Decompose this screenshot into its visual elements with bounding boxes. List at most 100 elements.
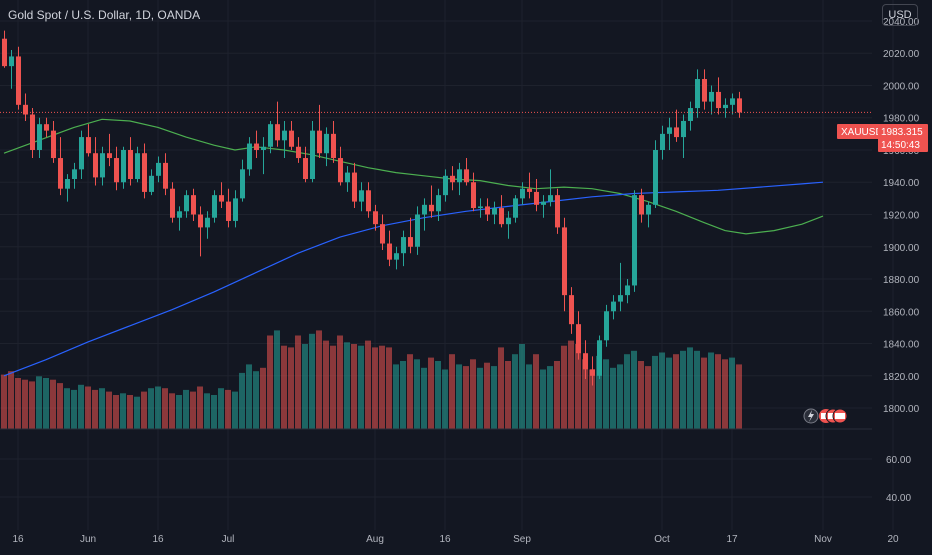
candle-body (583, 353, 588, 370)
candle (100, 146, 105, 186)
candle (2, 30, 7, 68)
candle-body (345, 172, 350, 183)
candle-body (387, 243, 392, 260)
volume-bar (596, 355, 602, 429)
candle (149, 169, 154, 196)
volume-bar (645, 366, 651, 429)
candle-body (198, 214, 203, 228)
volume-bars (1, 330, 742, 429)
candle (702, 69, 707, 110)
volume-bar (701, 357, 707, 429)
volume-bar (449, 354, 455, 429)
volume-bar (141, 391, 147, 429)
time-tick-label: 16 (152, 534, 164, 545)
candle (737, 91, 742, 118)
candle-body (408, 237, 413, 247)
last-price-value: 1983.315 (881, 127, 923, 138)
candle-body (415, 214, 420, 247)
countdown-timer: 14:50:43 (881, 140, 920, 151)
candle (674, 109, 679, 142)
candle (114, 146, 119, 191)
candle (219, 182, 224, 209)
price-tick-label: 2040.00 (883, 17, 920, 28)
volume-bar (526, 364, 532, 429)
candle (527, 172, 532, 199)
candle-body (177, 211, 182, 218)
candle-body (65, 179, 70, 189)
price-tick-label: 1800.00 (883, 404, 920, 415)
candle (107, 133, 112, 167)
candle-body (611, 301, 616, 312)
candle (408, 217, 413, 254)
price-axis[interactable]: 2040.002020.002000.001980.001960.001940.… (883, 17, 920, 415)
volume-bar (435, 361, 441, 429)
volume-bar (204, 393, 210, 429)
candle (177, 206, 182, 231)
price-tick-label: 2020.00 (883, 49, 920, 60)
volume-bar (274, 330, 280, 429)
candle (401, 230, 406, 267)
candle (275, 101, 280, 147)
candle (65, 174, 70, 202)
candle (247, 137, 252, 176)
volume-bar (15, 378, 21, 429)
candle (345, 166, 350, 192)
candle (128, 137, 133, 186)
candle (44, 117, 49, 138)
time-tick-label: Oct (654, 534, 670, 545)
volume-bar (729, 357, 735, 429)
candle-body (555, 195, 560, 228)
currency-button[interactable]: USD (882, 4, 918, 26)
volume-bar (400, 361, 406, 429)
volume-axis[interactable]: 60.00 40.00 (886, 455, 911, 504)
volume-bar (155, 386, 161, 429)
time-axis[interactable]: 16 Jun 16 Jul Aug 16 Sep Oct 17 Nov 20 (12, 534, 899, 545)
candle-body (373, 211, 378, 225)
candle-body (338, 158, 343, 183)
volume-bar (57, 383, 63, 429)
candle-body (653, 149, 658, 205)
candle (282, 120, 287, 159)
candle-body (590, 369, 595, 376)
candle-body (471, 182, 476, 209)
volume-tick-label: 40.00 (886, 493, 911, 504)
candle-body (443, 175, 448, 196)
candle-body (485, 206, 490, 215)
candle (639, 188, 644, 223)
candle (625, 279, 630, 304)
candle (681, 114, 686, 159)
candle-body (506, 217, 511, 225)
volume-bar (8, 371, 14, 429)
volume-bar (715, 354, 721, 429)
candle-body (695, 79, 700, 109)
chart-title: Gold Spot / U.S. Dollar, 1D, OANDA (8, 8, 201, 22)
candle (86, 124, 91, 157)
volume-bar (673, 354, 679, 429)
volume-bar (722, 359, 728, 429)
candle (450, 166, 455, 191)
candle-body (688, 108, 693, 121)
candle-body (576, 324, 581, 354)
volume-bar (197, 386, 203, 429)
volume-bar (92, 389, 98, 429)
volume-bar (505, 361, 511, 429)
candle-body (37, 124, 42, 150)
candle-body (219, 195, 224, 202)
event-markers[interactable] (803, 408, 848, 424)
candle-body (513, 198, 518, 218)
candle-body (100, 153, 105, 178)
volume-bar (708, 352, 714, 429)
candle-body (681, 120, 686, 138)
volume-bar (225, 389, 231, 429)
candle-body (16, 56, 21, 105)
candle-body (569, 295, 574, 325)
candle-body (625, 285, 630, 296)
candle-body (23, 104, 28, 115)
candle (688, 101, 693, 131)
candle (590, 356, 595, 386)
volume-bar (43, 378, 49, 429)
volume-bar (568, 340, 574, 429)
candle-body (86, 137, 91, 154)
